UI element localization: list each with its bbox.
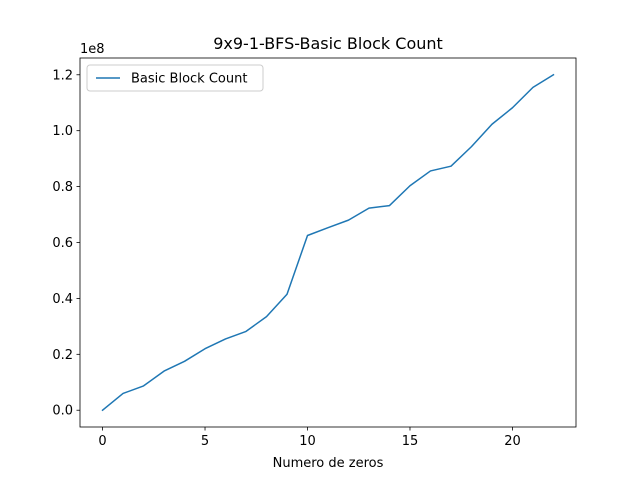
y-tick-label: 0.8 xyxy=(52,180,73,195)
y-tick-label: 0.4 xyxy=(52,292,73,307)
legend-label-1: Basic Block Count xyxy=(131,72,247,87)
x-tick-label: 5 xyxy=(201,434,209,449)
y-tick-label: 1.2 xyxy=(52,68,73,83)
y-axis-offset-label: 1e8 xyxy=(80,42,105,57)
x-tick-label: 10 xyxy=(299,434,316,449)
x-tick-label: 15 xyxy=(402,434,419,449)
x-tick-label: 20 xyxy=(504,434,521,449)
chart-title: 9x9-1-BFS-Basic Block Count xyxy=(213,34,443,53)
legend-box xyxy=(86,64,264,92)
x-axis-label: Numero de zeros xyxy=(273,456,384,471)
y-tick-label: 0.2 xyxy=(52,348,73,363)
y-tick-label: 0.0 xyxy=(52,404,73,419)
series-line-1 xyxy=(101,73,555,412)
plot-area: 0 5 10 15 20 0.0 0.2 0.4 0.6 0.8 1.0 1.2 Basic Block… xyxy=(52,57,577,449)
x-tick-label: 0 xyxy=(98,434,106,449)
y-tick-label: 0.6 xyxy=(52,236,73,251)
y-tick-label: 1.0 xyxy=(52,124,73,139)
